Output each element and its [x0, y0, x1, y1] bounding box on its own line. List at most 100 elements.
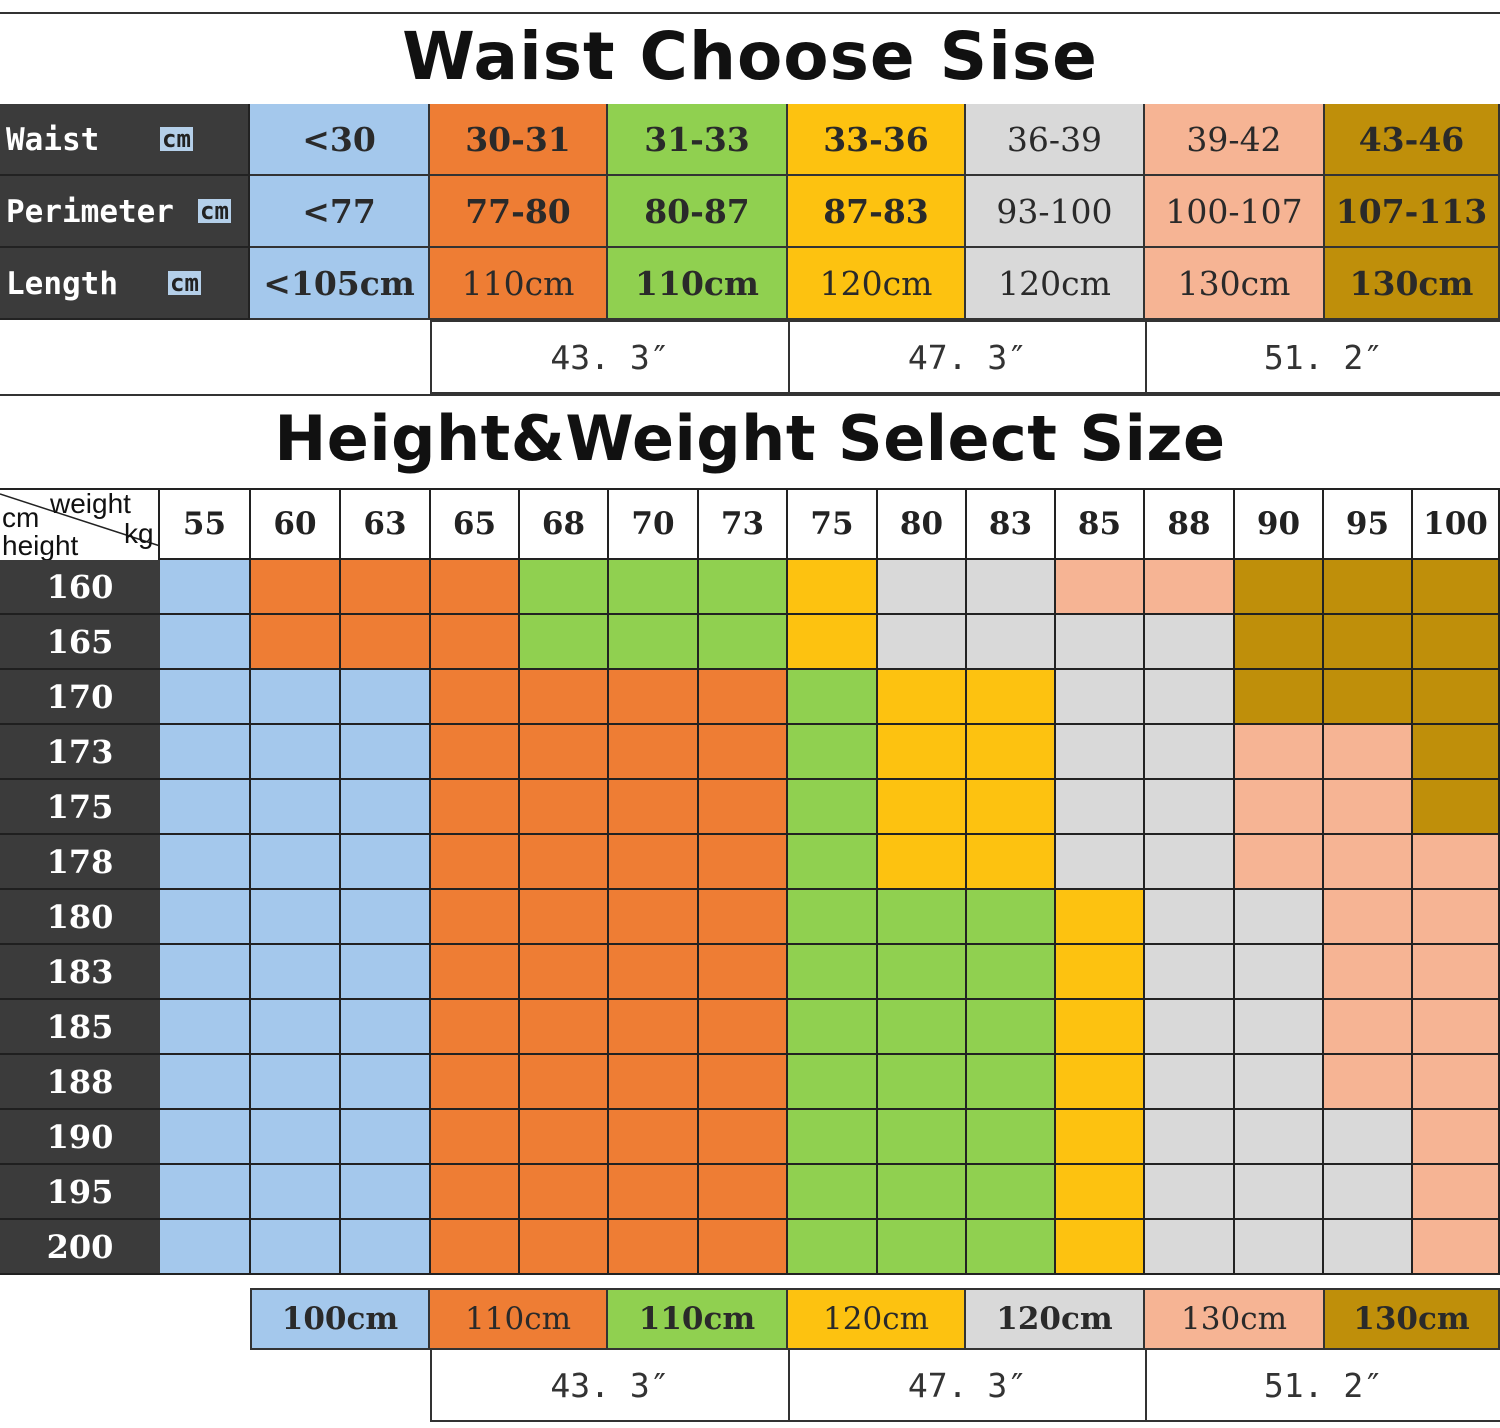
size-grid-cell: [520, 890, 609, 945]
length-cell: 130cm: [1325, 1288, 1500, 1350]
size-grid-cell: [251, 945, 341, 1000]
corner-weight-label: weight: [50, 488, 131, 519]
size-grid-cell: [609, 725, 699, 780]
size-grid-cell: [788, 780, 878, 835]
size-grid-cell: [1324, 780, 1413, 835]
row-unit-badge: cm: [160, 125, 193, 153]
corner-kg-label: kg: [124, 518, 154, 549]
height-row-label: 195: [0, 1165, 160, 1220]
weight-header-cell: 68: [520, 488, 609, 560]
size-grid-cell: [1145, 615, 1235, 670]
size-grid-cell: [160, 560, 251, 615]
weight-header-cell: 70: [609, 488, 699, 560]
size-grid-cell: [1145, 1220, 1235, 1275]
length-cell: 130cm: [1145, 1288, 1325, 1350]
size-grid-cell: [788, 835, 878, 890]
length-inch-box: 43. 3″: [430, 1348, 790, 1422]
waist-table-cell: 130cm: [1325, 248, 1500, 320]
size-grid-cell: [1324, 615, 1413, 670]
weight-header-cell: 90: [1235, 488, 1324, 560]
size-grid-cell: [878, 1000, 967, 1055]
size-grid-cell: [1413, 1220, 1500, 1275]
corner-unit-cm: cm: [2, 502, 40, 533]
size-grid-cell: [1324, 725, 1413, 780]
size-grid-cell: [1413, 835, 1500, 890]
waist-table-cell: 100-107: [1145, 176, 1325, 248]
size-grid-cell: [251, 670, 341, 725]
size-grid-cell: [341, 945, 431, 1000]
height-row-label: 178: [0, 835, 160, 890]
size-grid-cell: [878, 835, 967, 890]
size-grid-cell: [967, 615, 1056, 670]
size-grid-cell: [341, 1165, 431, 1220]
corner-diagonal-icon: [0, 493, 158, 547]
size-grid-cell: [431, 1110, 520, 1165]
size-grid-cell: [609, 1000, 699, 1055]
row-label-text: Perimeter: [6, 194, 174, 230]
size-grid-cell: [609, 615, 699, 670]
waist-table-cell: 107-113: [1325, 176, 1500, 248]
size-grid-cell: [341, 890, 431, 945]
size-grid-cell: [878, 1055, 967, 1110]
size-grid-cell: [1145, 1000, 1235, 1055]
height-row-label: 173: [0, 725, 160, 780]
length-inch-box: 47. 3″: [788, 1348, 1147, 1422]
size-grid-cell: [520, 615, 609, 670]
weight-header-cell: 85: [1056, 488, 1145, 560]
row-label: Length cm: [0, 248, 250, 320]
size-grid-cell: [699, 560, 788, 615]
size-grid-cell: [1413, 560, 1500, 615]
size-grid-cell: [878, 945, 967, 1000]
size-grid-cell: [967, 1000, 1056, 1055]
height-row-label: 180: [0, 890, 160, 945]
waist-table-row: Perimeter cm <77 77-80 80-87 87-83 93-100 100-1…: [0, 176, 1500, 248]
size-grid-cell: [788, 615, 878, 670]
size-grid-cell: [1145, 1110, 1235, 1165]
size-grid-cell: [788, 945, 878, 1000]
section-divider: [0, 394, 1500, 396]
size-grid-cell: [1056, 1220, 1145, 1275]
size-grid-cell: [1413, 890, 1500, 945]
size-grid-cell: [699, 1110, 788, 1165]
size-grid-cell: [1145, 560, 1235, 615]
size-grid-cell: [1324, 1165, 1413, 1220]
size-grid-cell: [431, 1165, 520, 1220]
size-grid-cell: [1235, 1000, 1324, 1055]
size-grid-cell: [520, 1165, 609, 1220]
size-grid-cell: [1056, 1110, 1145, 1165]
size-grid-cell: [160, 1165, 251, 1220]
size-grid-cell: [699, 780, 788, 835]
size-grid-cell: [1324, 890, 1413, 945]
size-grid-cell: [431, 835, 520, 890]
size-grid-cell: [1235, 1165, 1324, 1220]
size-grid-cell: [160, 1220, 251, 1275]
size-grid-cell: [1235, 1055, 1324, 1110]
size-grid-cell: [251, 1000, 341, 1055]
size-grid-cell: [1056, 945, 1145, 1000]
weight-header-cell: 83: [967, 488, 1056, 560]
size-grid-cell: [788, 1055, 878, 1110]
size-grid-cell: [967, 1055, 1056, 1110]
size-grid-cell: [788, 670, 878, 725]
weight-header-cell: 75: [788, 488, 878, 560]
length-cell: 110cm: [430, 1288, 608, 1350]
size-grid-cell: [251, 835, 341, 890]
waist-table-cell: 33-36: [788, 104, 966, 176]
size-grid-cell: [1413, 780, 1500, 835]
waist-table-cell: 39-42: [1145, 104, 1325, 176]
size-grid-cell: [1235, 725, 1324, 780]
size-grid-cell: [1235, 560, 1324, 615]
size-grid-cell: [1056, 725, 1145, 780]
size-grid-cell: [609, 1165, 699, 1220]
size-grid-cell: [1324, 1055, 1413, 1110]
length-cell: 110cm: [608, 1288, 788, 1350]
size-grid-cell: [878, 670, 967, 725]
size-grid-cell: [251, 1055, 341, 1110]
size-grid-cell: [1413, 670, 1500, 725]
size-grid-cell: [1235, 890, 1324, 945]
size-grid-cell: [609, 1055, 699, 1110]
size-grid-cell: [341, 1000, 431, 1055]
size-grid-cell: [1145, 670, 1235, 725]
size-grid-cell: [1235, 780, 1324, 835]
weight-header-cell: 88: [1145, 488, 1235, 560]
